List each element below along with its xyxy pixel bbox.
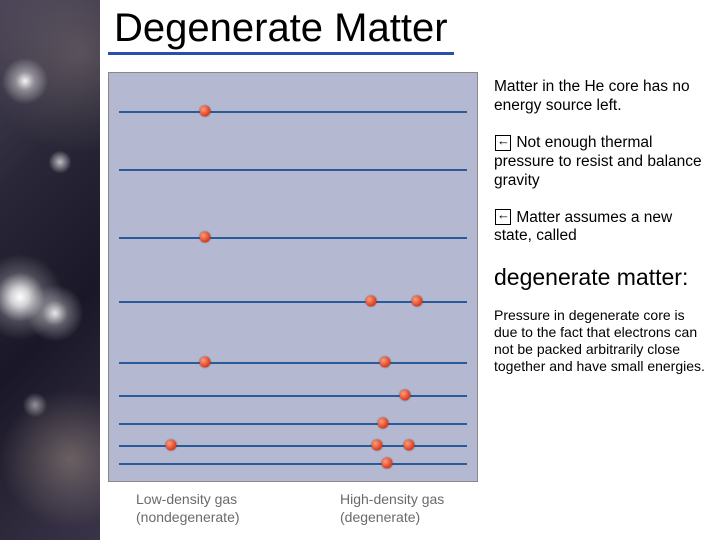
- electron-dot: [378, 418, 389, 429]
- bullet-2-text: Matter assumes a new state, called: [494, 209, 672, 245]
- caption-low-line2: (nondegenerate): [136, 509, 240, 525]
- caption-high-line2: (degenerate): [340, 509, 420, 525]
- electron-dot: [400, 390, 411, 401]
- energy-level-line: [119, 395, 467, 397]
- electron-dot: [166, 440, 177, 451]
- intro-paragraph: Matter in the He core has no energy sour…: [494, 78, 708, 116]
- body-text-column: Matter in the He core has no energy sour…: [494, 78, 708, 375]
- caption-high-density: High-density gas (degenerate): [340, 491, 444, 526]
- electron-dot: [404, 440, 415, 451]
- electron-dot: [372, 440, 383, 451]
- energy-level-line: [119, 423, 467, 425]
- caption-low-density: Low-density gas (nondegenerate): [136, 491, 240, 526]
- caption-low-line1: Low-density gas: [136, 491, 237, 507]
- key-term: degenerate matter:: [494, 264, 708, 290]
- energy-level-line: [119, 463, 467, 465]
- bullet-2: Matter assumes a new state, called: [494, 209, 708, 247]
- electron-dot: [200, 106, 211, 117]
- energy-level-line: [119, 111, 467, 113]
- arrow-left-icon: [494, 209, 512, 225]
- electron-dot: [412, 296, 423, 307]
- energy-level-line: [119, 362, 467, 364]
- electron-dot: [366, 296, 377, 307]
- explanation-paragraph: Pressure in degenerate core is due to th…: [494, 307, 708, 375]
- energy-level-line: [119, 237, 467, 239]
- electron-dot: [382, 458, 393, 469]
- electron-dot: [380, 357, 391, 368]
- slide-title: Degenerate Matter: [108, 6, 454, 55]
- electron-dot: [200, 357, 211, 368]
- energy-level-line: [119, 169, 467, 171]
- caption-high-line1: High-density gas: [340, 491, 444, 507]
- bullet-1-text: Not enough thermal pressure to resist an…: [494, 134, 702, 189]
- electron-dot: [200, 232, 211, 243]
- energy-level-diagram: [108, 72, 478, 482]
- bullet-1: Not enough thermal pressure to resist an…: [494, 134, 708, 191]
- arrow-left-icon: [494, 135, 512, 151]
- sidebar-starfield-image: [0, 0, 100, 540]
